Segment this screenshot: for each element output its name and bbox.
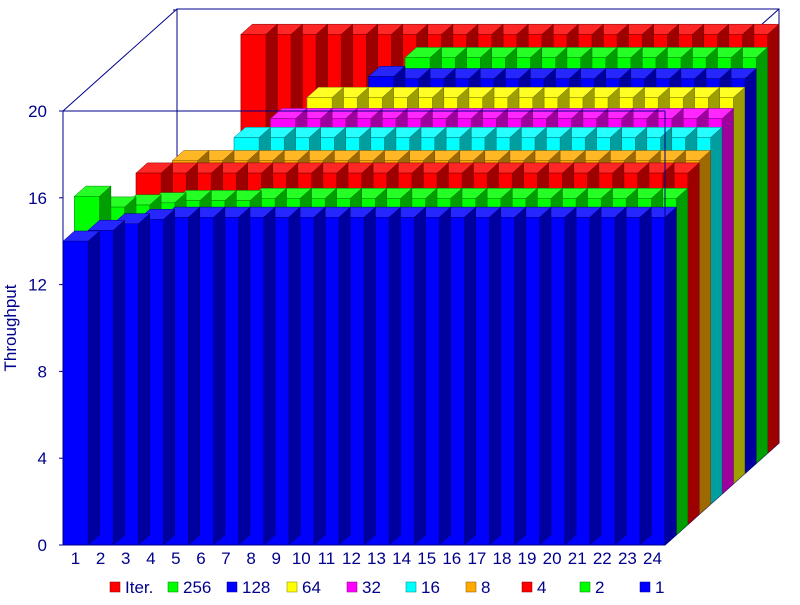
y-tick-label: 16 — [28, 189, 47, 208]
legend-item: 64 — [286, 578, 321, 597]
y-axis-title: Throughput — [1, 284, 20, 371]
y-tick-label: 12 — [28, 276, 47, 295]
legend-swatch — [639, 581, 651, 593]
x-tick-label: 12 — [342, 549, 361, 568]
legend-label: 128 — [242, 578, 270, 597]
legend-item: Iter. — [109, 578, 153, 597]
legend-swatch — [109, 581, 121, 593]
bar — [112, 213, 151, 546]
legend-label: 8 — [481, 578, 490, 597]
legend-item: 128 — [226, 578, 270, 597]
x-tick-label: 15 — [417, 549, 436, 568]
x-tick-label: 6 — [196, 549, 205, 568]
x-tick-label: 11 — [318, 549, 336, 568]
y-tick-label: 20 — [28, 102, 47, 121]
legend-swatch — [465, 581, 477, 593]
legend-item: 32 — [346, 578, 381, 597]
x-tick-label: 24 — [643, 549, 662, 568]
legend-swatch — [286, 581, 298, 593]
x-tick-label: 23 — [618, 549, 637, 568]
legend-label: 1 — [655, 578, 664, 597]
legend-swatch — [521, 581, 533, 593]
legend-label: 4 — [537, 578, 546, 597]
legend-item: 16 — [405, 578, 440, 597]
legend-label: 256 — [183, 578, 211, 597]
x-tick-label: 9 — [271, 549, 280, 568]
x-tick-label: 17 — [467, 549, 486, 568]
legend-item: 1 — [639, 578, 664, 597]
x-tick-label: 19 — [518, 549, 537, 568]
x-tick-label: 1 — [71, 549, 80, 568]
x-tick-label: 16 — [442, 549, 461, 568]
x-tick-label: 14 — [392, 549, 411, 568]
bar — [62, 230, 101, 546]
legend-label: 2 — [595, 578, 604, 597]
legend: Iter. 256 128 64 32 16 8 4 2 1 — [109, 578, 664, 597]
x-tick-label: 13 — [367, 549, 386, 568]
x-tick-label: 21 — [568, 549, 587, 568]
bar — [338, 206, 377, 546]
x-tick-label: 5 — [171, 549, 180, 568]
legend-swatch — [226, 581, 238, 593]
legend-swatch — [346, 581, 358, 593]
bars — [62, 23, 780, 546]
legend-label: Iter. — [125, 578, 153, 597]
x-tick-label: 3 — [121, 549, 130, 568]
x-tick-label: 10 — [292, 549, 311, 568]
legend-label: 32 — [362, 578, 381, 597]
y-tick-label: 8 — [38, 362, 47, 381]
x-tick-label: 4 — [146, 549, 155, 568]
x-tick-label: 8 — [246, 549, 255, 568]
legend-item: 256 — [167, 578, 211, 597]
legend-item: 8 — [465, 578, 490, 597]
legend-item: 4 — [521, 578, 546, 597]
legend-label: 64 — [302, 578, 321, 597]
x-tick-label: 2 — [96, 549, 105, 568]
x-tick-label: 20 — [543, 549, 562, 568]
legend-swatch — [579, 581, 591, 593]
y-tick-label: 4 — [38, 449, 47, 468]
x-tick-label: 22 — [593, 549, 612, 568]
legend-label: 16 — [421, 578, 440, 597]
legend-swatch — [405, 581, 417, 593]
legend-swatch — [167, 581, 179, 593]
y-tick-label: 0 — [38, 536, 47, 555]
legend-item: 2 — [579, 578, 604, 597]
x-tick-label: 7 — [221, 549, 230, 568]
x-tick-label: 18 — [493, 549, 512, 568]
series-1 — [62, 206, 678, 546]
